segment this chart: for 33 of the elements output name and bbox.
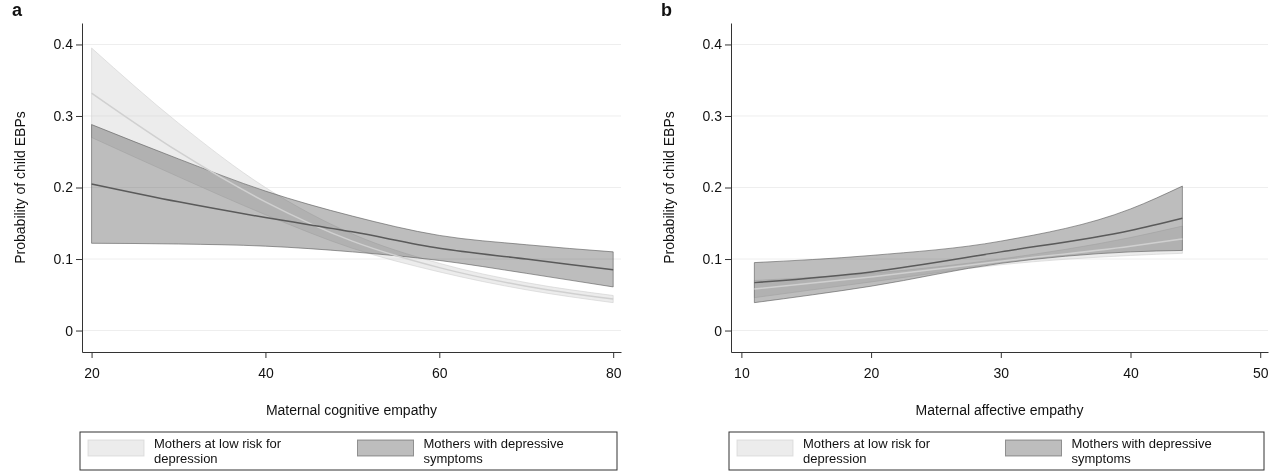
y-tick-label: 0.1 [702, 251, 723, 267]
x-tick-label: 40 [1123, 364, 1139, 381]
x-tick-label: 80 [605, 364, 622, 381]
y-tick-label: 0.4 [53, 36, 74, 53]
x-axis-title: Maternal affective empathy [915, 402, 1084, 418]
y-axis-title: Probability of child EBPs [661, 111, 677, 264]
y-tick-label: 0.2 [53, 179, 74, 196]
x-axis-title: Maternal cognitive empathy [265, 402, 438, 418]
x-tick-label: 20 [84, 364, 101, 381]
line-series [90, 183, 614, 271]
legend-label: Mothers at low risk for depression [154, 436, 282, 466]
legend-label: Mothers with depressive symptoms [1071, 436, 1212, 466]
legend-label: Mothers with depressive symptoms [423, 436, 564, 466]
x-tick-label: 60 [432, 364, 448, 381]
y-tick-label: 0.3 [53, 107, 74, 124]
legend-label: Mothers at low risk for depression [803, 436, 931, 466]
y-tick-label: 0.3 [702, 107, 723, 124]
chart-title: a [12, 0, 23, 20]
y-tick-label: 0 [65, 322, 74, 339]
line-series [90, 92, 614, 300]
x-tick-label: 10 [734, 364, 750, 381]
line-series [753, 238, 1184, 290]
y-axis-title: Probability of child EBPs [12, 111, 28, 264]
y-tick-label: 0.4 [702, 36, 723, 53]
chart-title: b [661, 0, 672, 20]
y-tick-label: 0.1 [53, 251, 74, 267]
y-tick-label: 0.2 [702, 179, 723, 196]
x-tick-label: 50 [1252, 364, 1269, 381]
x-tick-label: 40 [258, 364, 274, 381]
x-tick-label: 20 [863, 364, 880, 381]
x-tick-label: 30 [993, 364, 1010, 381]
line-series [753, 217, 1184, 284]
y-tick-label: 0 [714, 322, 723, 339]
